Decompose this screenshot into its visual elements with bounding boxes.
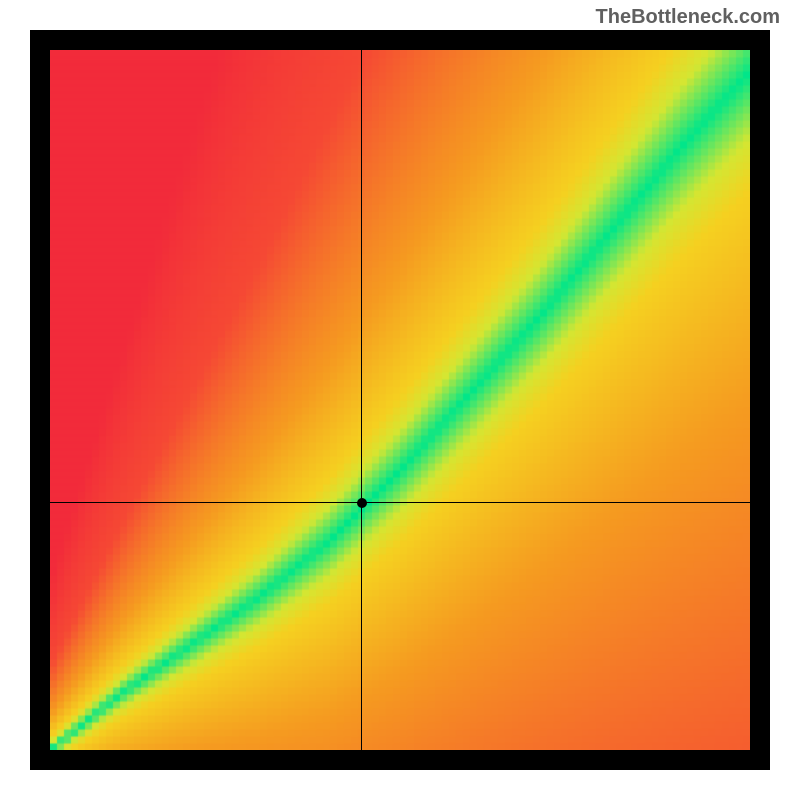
crosshair-marker (357, 498, 367, 508)
crosshair-horizontal (50, 502, 750, 503)
plot-frame (30, 30, 770, 770)
plot-area (50, 50, 750, 750)
watermark-text: TheBottleneck.com (596, 6, 780, 29)
heatmap-canvas (50, 50, 750, 750)
chart-container: TheBottleneck.com (0, 0, 800, 800)
crosshair-vertical (361, 50, 362, 750)
